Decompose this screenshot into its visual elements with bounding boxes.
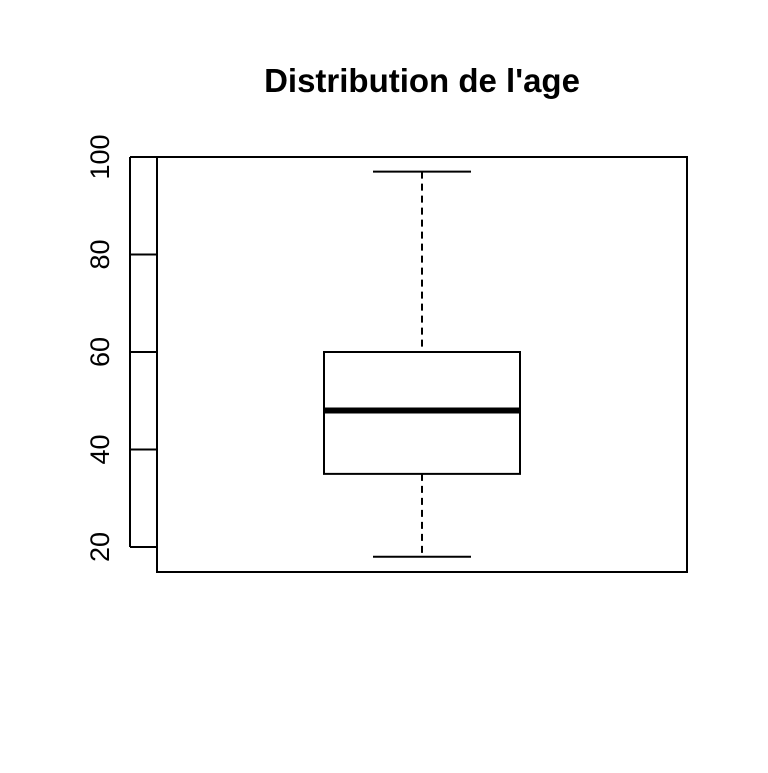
chart-title: Distribution de l'age [264,62,580,99]
y-tick-label: 60 [85,337,115,367]
y-tick-label: 40 [85,434,115,464]
plot-area: 20 40 60 80 100 [85,134,688,573]
plot-frame [156,156,688,573]
y-tick-label: 100 [85,134,115,179]
y-tick-label: 20 [85,532,115,562]
y-tick-label: 80 [85,239,115,269]
